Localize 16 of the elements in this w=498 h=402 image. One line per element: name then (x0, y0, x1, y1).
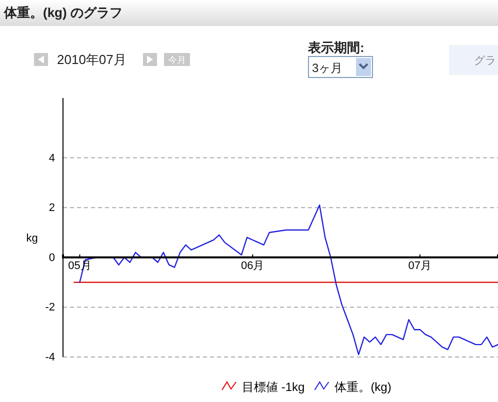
x-tick-label: 06月 (240, 260, 264, 272)
text: 2010年07月 (57, 52, 126, 67)
text: 表示期間: (307, 40, 364, 55)
y-tick-label: 0 (48, 252, 55, 264)
y-tick-label: -4 (45, 352, 55, 364)
y-axis-title: kg (26, 232, 38, 244)
y-tick-label: 2 (48, 202, 55, 214)
legend-label: 体重。(kg) (334, 380, 392, 394)
text: グラ (474, 55, 496, 67)
chart-title: 体重。(kg) のグラフ (3, 5, 122, 20)
x-tick-label: 07月 (408, 260, 432, 272)
y-tick-label: 4 (48, 152, 55, 164)
text: 3ヶ月 (312, 61, 343, 75)
y-tick-label: -2 (45, 302, 55, 314)
line-series (79, 204, 498, 356)
legend-label: 目標値 -1kg (242, 380, 305, 394)
